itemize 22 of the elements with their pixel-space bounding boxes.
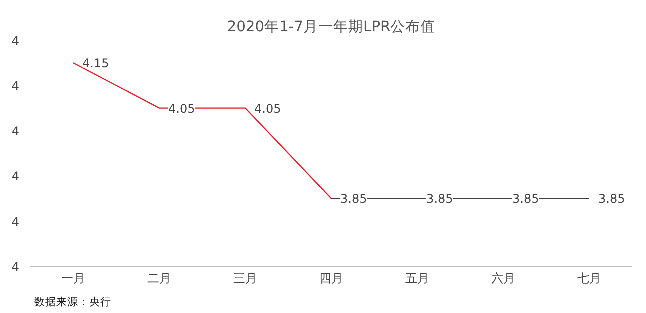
data-label: 3.85 bbox=[512, 192, 540, 206]
data-label: 3.85 bbox=[426, 192, 454, 206]
y-tick-label: 4 bbox=[12, 34, 20, 48]
y-tick-label: 4 bbox=[12, 170, 20, 184]
x-tick-label: 六月 bbox=[492, 272, 516, 286]
x-tick-label: 五月 bbox=[406, 272, 430, 286]
x-tick-label: 三月 bbox=[234, 272, 258, 286]
data-label: 3.85 bbox=[340, 192, 368, 206]
data-label: 3.85 bbox=[598, 192, 626, 206]
y-tick-label: 4 bbox=[12, 214, 20, 229]
x-tick-label: 二月 bbox=[148, 272, 172, 286]
x-tick-label: 四月 bbox=[320, 272, 344, 286]
data-label: 4.05 bbox=[254, 102, 282, 116]
y-tick-label: 4 bbox=[12, 124, 20, 138]
y-tick-label: 4 bbox=[12, 79, 20, 94]
source-note: 数据来源：央行 bbox=[34, 296, 112, 308]
data-label: 4.15 bbox=[82, 56, 110, 71]
y-tick-label: 4 bbox=[12, 260, 20, 274]
x-tick-label: 一月 bbox=[62, 272, 86, 286]
chart-title: 2020年1-7月一年期LPR公布值 bbox=[227, 18, 436, 36]
data-label: 4.05 bbox=[168, 102, 196, 116]
x-tick-label: 七月 bbox=[578, 272, 602, 286]
